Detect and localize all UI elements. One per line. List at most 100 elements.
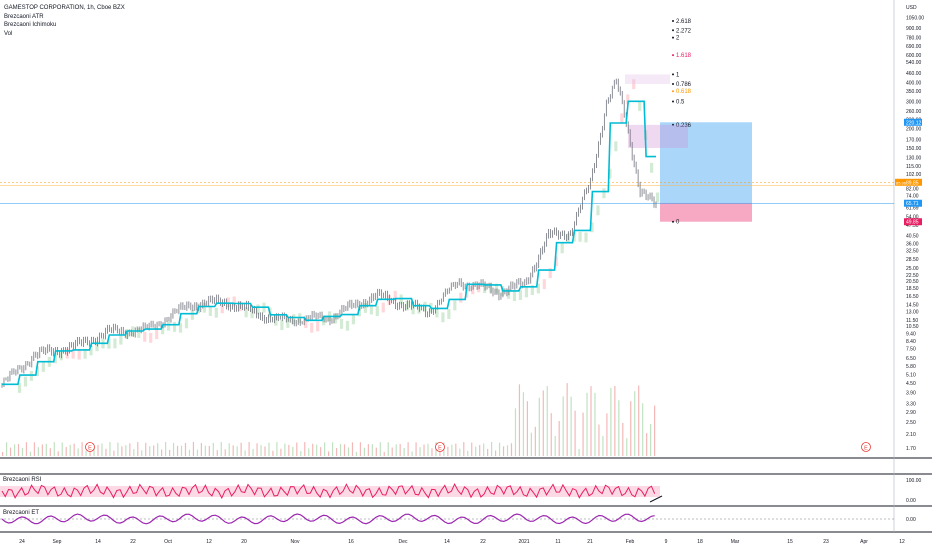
cloud-segment xyxy=(626,94,630,105)
volume-bar xyxy=(288,444,290,456)
volume-bar xyxy=(578,449,580,456)
volume-bar xyxy=(17,444,20,456)
cloud-segment xyxy=(232,296,236,307)
volume-bar xyxy=(471,442,473,456)
price-tick: 47.50 xyxy=(906,223,919,229)
volume-bar xyxy=(359,442,362,456)
volume-bar xyxy=(300,451,302,456)
cloud-segment xyxy=(381,302,385,313)
indicator-atr[interactable]: Brezcaoni ATR xyxy=(4,13,44,20)
volume-bar xyxy=(137,442,139,456)
et-pane-label[interactable]: Brezcaoni ET xyxy=(3,510,40,516)
volume-bar xyxy=(371,444,373,456)
cloud-segment xyxy=(632,79,636,90)
volume-bar xyxy=(93,446,95,456)
price-tick: 300.00 xyxy=(906,100,922,106)
fib-dot xyxy=(672,36,674,39)
volume-bar xyxy=(21,447,24,456)
fib-dot xyxy=(672,29,674,32)
volume-bar xyxy=(626,438,628,456)
volume-bar xyxy=(491,442,493,456)
cloud-segment xyxy=(620,113,624,124)
earnings-marker-label: E xyxy=(438,446,442,452)
price-tick: 780.00 xyxy=(906,36,922,42)
et-tick: 0.00 xyxy=(906,517,916,523)
price-tick: 170.00 xyxy=(906,138,922,144)
cloud-segment xyxy=(17,382,22,393)
indicator-ichimoku[interactable]: Brezcaoni Ichimoku xyxy=(4,22,57,28)
cloud-segment xyxy=(566,233,570,244)
volume-bar xyxy=(316,444,318,456)
time-axis[interactable]: 24 Sep 14 22 Oct 12 20 Nov 16 Dec 14 22 2021 11 21 Feb 9… xyxy=(19,539,905,545)
volume-bar xyxy=(308,448,310,456)
fib-dot xyxy=(672,73,674,76)
volume-bar xyxy=(558,421,560,456)
cloud-segment xyxy=(512,291,517,302)
volume-bar xyxy=(256,443,258,456)
earnings-marker xyxy=(861,442,871,452)
cloud-segment xyxy=(590,222,594,233)
rsi-pane-label[interactable]: Brezcaoni RSI xyxy=(3,477,42,483)
volume-bars xyxy=(2,383,656,456)
cloud-segment xyxy=(256,304,260,315)
volume-bar xyxy=(188,449,191,456)
cloud-segment xyxy=(220,303,224,314)
time-tick: 22 xyxy=(130,539,136,545)
cloud-segment xyxy=(417,303,421,314)
volume-bar xyxy=(25,442,28,456)
volume-bar xyxy=(614,385,616,456)
time-tick: 16 xyxy=(348,539,354,545)
cloud-segment xyxy=(65,348,69,359)
volume-bar xyxy=(77,448,79,456)
cloud-segment xyxy=(119,334,123,345)
volume-bar xyxy=(240,442,242,456)
position-tool[interactable] xyxy=(660,122,752,222)
volume-bar xyxy=(407,442,409,456)
price-tick: 22.50 xyxy=(906,273,919,279)
volume-bar xyxy=(220,442,222,456)
cloud-segment xyxy=(524,287,529,298)
indicator-vol[interactable]: Vol xyxy=(4,30,13,37)
price-tick: 14.50 xyxy=(906,302,919,308)
rsi-axis: 100.00 0.00 xyxy=(906,478,922,504)
rsi-trend-line[interactable] xyxy=(649,495,663,503)
cloud-segment xyxy=(399,294,403,305)
price-badge-label: 65.71 xyxy=(906,201,919,207)
price-lines xyxy=(0,182,894,204)
price-tick: 10.50 xyxy=(906,324,919,330)
volume-bar xyxy=(172,442,175,456)
price-tick: 5.10 xyxy=(906,372,916,378)
price-tick: 40.50 xyxy=(906,234,919,240)
cloud-segment xyxy=(238,301,242,312)
cloud-segment xyxy=(548,268,552,279)
volume-bar xyxy=(467,450,469,456)
volume-bar xyxy=(272,450,274,456)
volume-bar xyxy=(459,448,461,456)
price-tick: 130.00 xyxy=(906,156,922,162)
volume-bar xyxy=(208,445,210,456)
ichimoku-baseline xyxy=(2,100,656,386)
cloud-segment xyxy=(393,290,397,301)
volume-bar xyxy=(574,410,576,456)
fib-dot xyxy=(672,19,674,22)
cloud-segment xyxy=(614,141,618,152)
symbol-title[interactable]: GAMESTOP CORPORATION, 1h, Cboe BZX xyxy=(4,5,125,11)
volume-bar xyxy=(335,448,338,456)
volume-bar xyxy=(184,443,187,456)
candlestick-series[interactable] xyxy=(1,78,657,388)
price-tick: 2.50 xyxy=(906,420,916,426)
price-axis[interactable]: USD 1050.00 900.00 780.00 690.00 600.00540.00… xyxy=(906,5,924,452)
price-badge-label: 85.96 xyxy=(896,180,907,185)
volume-bar xyxy=(33,442,36,456)
volume-bar xyxy=(546,386,548,456)
cloud-segment xyxy=(650,162,654,173)
volume-bar xyxy=(153,445,155,456)
volume-bar xyxy=(105,448,107,456)
cloud-segment xyxy=(656,192,660,203)
cloud-segment xyxy=(542,279,546,290)
volume-bar xyxy=(447,446,449,456)
time-tick: Oct xyxy=(164,539,172,545)
